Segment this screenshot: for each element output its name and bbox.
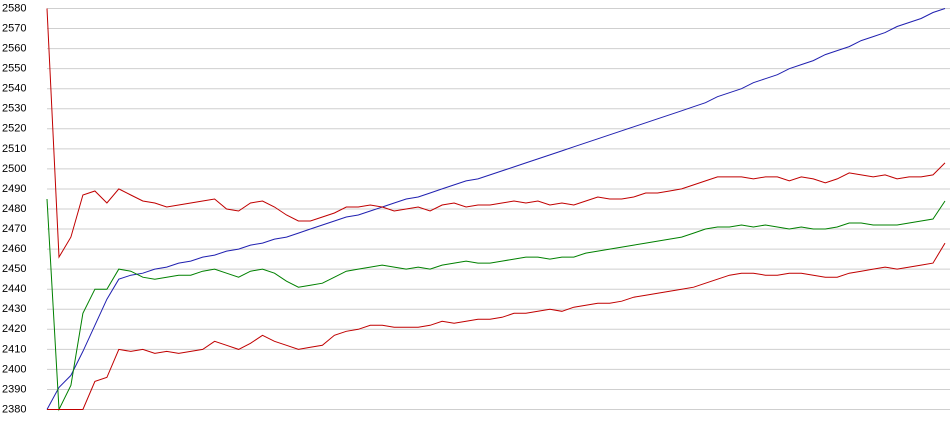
y-tick-label: 2460 (2, 243, 26, 255)
y-tick-label: 2570 (2, 22, 26, 34)
y-tick-label: 2550 (2, 63, 26, 75)
y-tick-label: 2450 (2, 263, 26, 275)
y-tick-label: 2420 (2, 323, 26, 335)
series-line (46, 8, 946, 259)
y-tick-label: 2560 (2, 43, 26, 55)
y-tick-label: 2390 (2, 383, 26, 395)
y-tick-label: 2400 (2, 363, 26, 375)
y-tick-label: 2530 (2, 103, 26, 115)
series-line (46, 198, 946, 412)
y-tick-label: 2480 (2, 203, 26, 215)
y-tick-label: 2520 (2, 123, 26, 135)
y-tick-label: 2430 (2, 303, 26, 315)
y-tick-label: 2540 (2, 83, 26, 95)
y-tick-label: 2580 (2, 2, 26, 14)
y-tick-label: 2470 (2, 223, 26, 235)
y-tick-label: 2510 (2, 143, 26, 155)
y-tick-label: 2380 (2, 403, 26, 415)
series-line (46, 8, 946, 410)
y-tick-label: 2440 (2, 283, 26, 295)
series-line (47, 242, 946, 410)
y-tick-label: 2410 (2, 343, 26, 355)
y-tick-label: 2500 (2, 163, 26, 175)
y-tick-label: 2490 (2, 183, 26, 195)
